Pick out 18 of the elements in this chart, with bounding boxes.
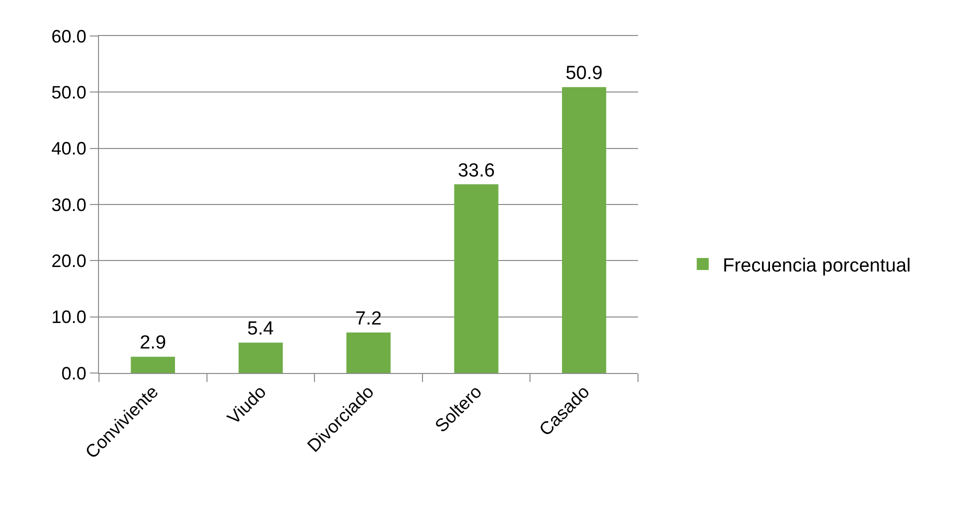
y-tick-label: 10.0 xyxy=(51,307,86,328)
data-label: 50.9 xyxy=(566,63,603,84)
bar xyxy=(562,87,606,373)
data-label: 2.9 xyxy=(140,332,166,354)
data-label: 5.4 xyxy=(247,318,274,340)
bar xyxy=(238,342,283,373)
y-tick-label: 30.0 xyxy=(51,194,86,215)
y-tick-label: 50.0 xyxy=(51,82,86,102)
bar xyxy=(346,332,391,373)
y-tick-label: 20.0 xyxy=(51,250,86,271)
legend-label: Frecuencia porcentual xyxy=(722,255,911,276)
data-label: 33.6 xyxy=(458,160,495,182)
data-label: 7.2 xyxy=(355,308,382,330)
y-tick-label: 0.0 xyxy=(61,363,86,384)
y-tick-label: 40.0 xyxy=(51,138,86,159)
bar xyxy=(454,184,498,373)
bar xyxy=(130,356,175,373)
y-tick-label: 60.0 xyxy=(51,26,86,46)
